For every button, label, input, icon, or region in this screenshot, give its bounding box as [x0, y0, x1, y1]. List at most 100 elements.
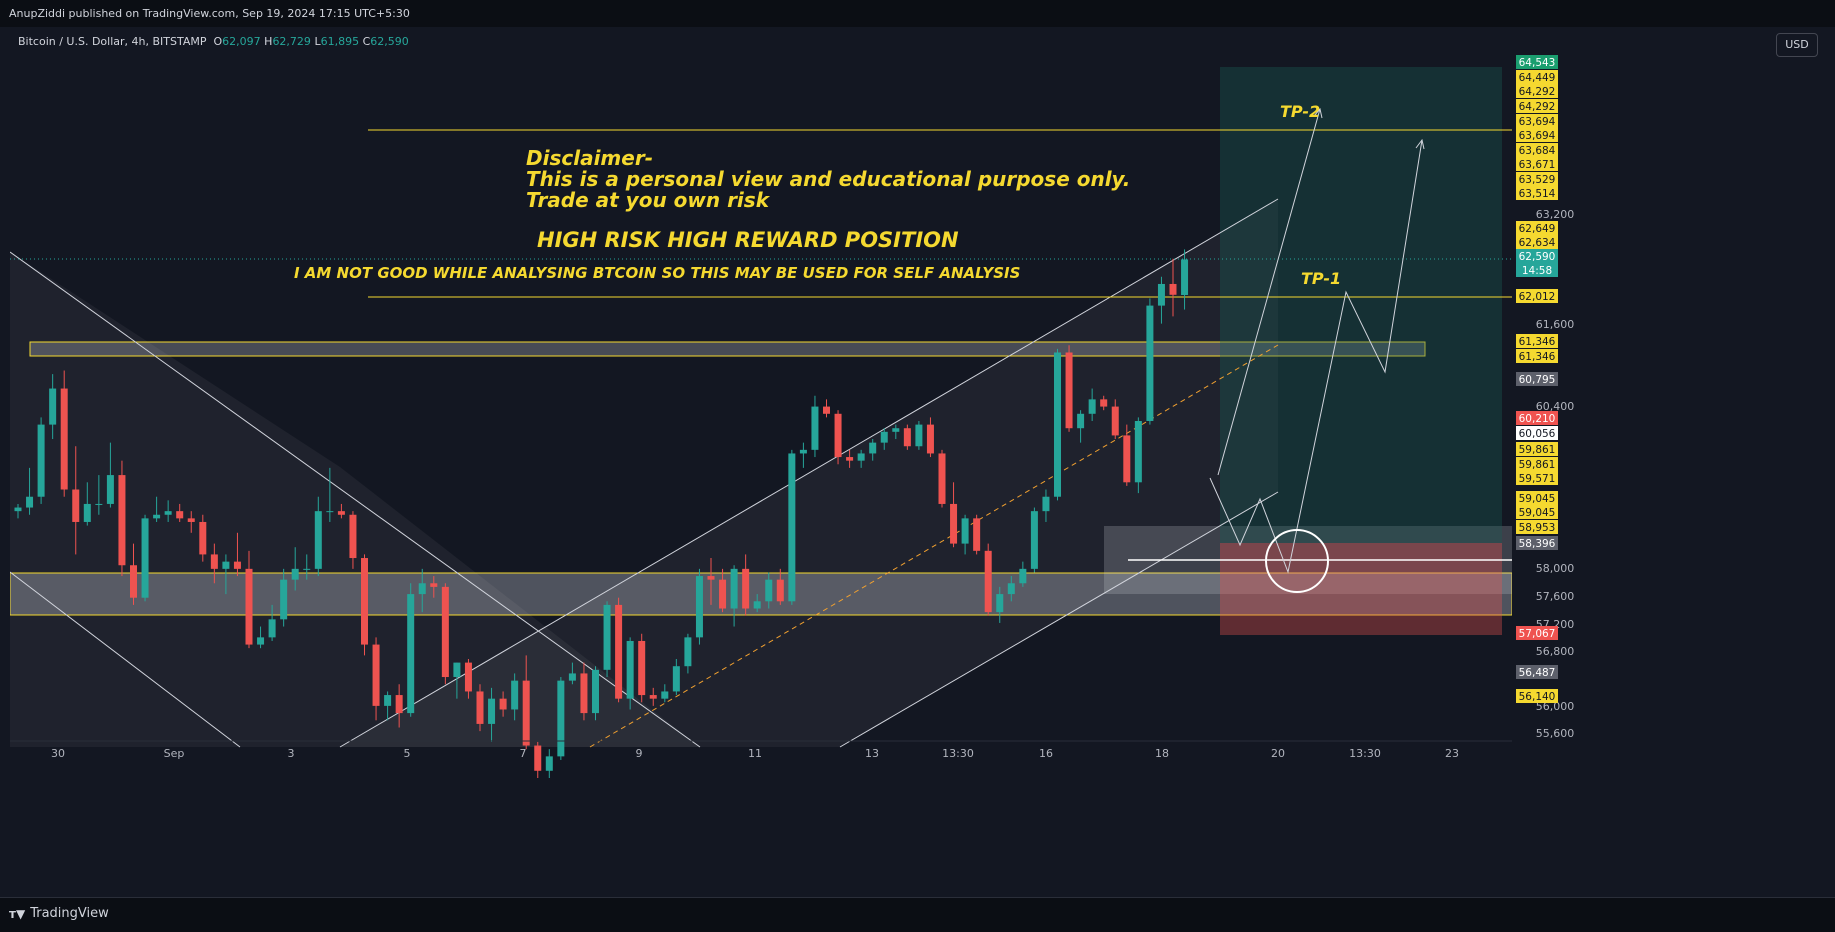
candle [776, 568, 784, 605]
candle [60, 370, 68, 497]
candle-body [568, 673, 576, 681]
descending-trendline-upper [10, 251, 701, 748]
time-tick-label: 11 [748, 747, 762, 760]
time-tick-label: 3 [288, 747, 295, 760]
candle [730, 565, 738, 627]
price-label-bg [1516, 536, 1558, 550]
candle [1065, 345, 1073, 432]
candle [857, 449, 865, 468]
candle-body [372, 644, 380, 706]
price-label-bg [1516, 172, 1558, 186]
candle [464, 659, 472, 699]
candle [684, 633, 692, 674]
resistance-zone [29, 341, 1426, 357]
price-label-text: 61,346 [1519, 336, 1556, 348]
price-label-text: 57,067 [1519, 628, 1556, 640]
candle-body [245, 568, 253, 645]
price-label: 63,684 [1516, 143, 1558, 157]
candle [603, 601, 611, 678]
price-label-text: 62,012 [1519, 291, 1556, 303]
time-tick-label: 30 [51, 747, 65, 760]
candle [37, 417, 45, 504]
candle [141, 514, 149, 602]
price-label: 59,045 [1516, 505, 1558, 519]
price-label-bg [1516, 143, 1558, 157]
candle-body [753, 601, 761, 609]
candle-body [1169, 283, 1177, 295]
price-label-text: 59,045 [1519, 507, 1556, 519]
brand-name: TradingView [30, 906, 109, 921]
price-label: 63,514 [1516, 186, 1558, 200]
candle-body [83, 503, 91, 522]
candle-body [557, 680, 565, 757]
price-label-bg [1516, 263, 1558, 277]
candle [534, 741, 542, 778]
candle-body [615, 604, 623, 699]
candle [268, 604, 276, 641]
candle [1134, 417, 1142, 494]
candle-body [476, 691, 484, 724]
price-label-bg [1516, 665, 1558, 679]
candle-body [522, 680, 530, 746]
candle-body [661, 691, 669, 699]
price-label: 14:58 [1516, 263, 1558, 277]
candle [1019, 561, 1027, 587]
price-label-text: 64,292 [1519, 101, 1556, 113]
price-chart[interactable]: Disclaimer-This is a personal view and e… [10, 27, 1768, 867]
price-label: 64,543 [1516, 55, 1558, 69]
candle-body [1100, 399, 1108, 407]
price-label-text: 63,529 [1519, 174, 1556, 186]
candle-body [707, 576, 715, 580]
price-label-text: 62,634 [1519, 237, 1556, 249]
candle-body [153, 514, 161, 519]
currency-button[interactable]: USD [1776, 33, 1818, 57]
candle-body [742, 568, 750, 609]
candle [1169, 258, 1177, 317]
candle [453, 662, 461, 699]
candle [973, 514, 981, 555]
candle-body [326, 511, 334, 513]
candle [903, 424, 911, 450]
tradingview-brand[interactable]: ᴛ▼ TradingView [9, 906, 109, 921]
disclaimer-text: Trade at you own risk [526, 188, 771, 212]
time-tick-label: Sep [164, 747, 185, 760]
ohlc-legend: Bitcoin / U.S. Dollar, 4h, BITSTAMP O62,… [18, 35, 409, 48]
time-tick-label: 9 [636, 747, 643, 760]
candle [707, 558, 715, 605]
candle-body [984, 550, 992, 613]
price-label-bg [1516, 426, 1558, 440]
candle-body [903, 428, 911, 447]
candle-body [1123, 435, 1131, 483]
candle [430, 576, 438, 598]
candle [869, 439, 877, 461]
price-label: 59,045 [1516, 491, 1558, 505]
candle [384, 691, 392, 721]
candle [719, 568, 727, 613]
price-label: 60,056 [1516, 426, 1558, 440]
candle-body [1134, 421, 1142, 483]
candle-body [1181, 259, 1189, 296]
price-label-bg [1516, 99, 1558, 113]
price-label: 60,795 [1516, 372, 1558, 386]
candle-body [280, 579, 288, 620]
candle [349, 511, 357, 569]
time-tick-label: 13 [865, 747, 879, 760]
candle-body [730, 568, 738, 609]
price-label-text: 60,795 [1519, 374, 1556, 386]
price-label-text: 63,671 [1519, 159, 1556, 171]
candle-body [592, 669, 599, 714]
candle-body [938, 453, 946, 504]
price-label-text: 59,045 [1519, 493, 1556, 505]
candle-body [695, 576, 703, 638]
candle-body [511, 680, 519, 710]
price-label-bg [1516, 186, 1558, 200]
candle [176, 503, 184, 522]
price-label-bg [1516, 235, 1558, 249]
candle [303, 554, 311, 580]
candle-body [49, 388, 57, 425]
candle [407, 583, 415, 717]
candle-body [545, 756, 553, 771]
candle [361, 554, 368, 656]
overlay-layer [1209, 107, 1425, 593]
price-label-bg [1516, 128, 1558, 142]
